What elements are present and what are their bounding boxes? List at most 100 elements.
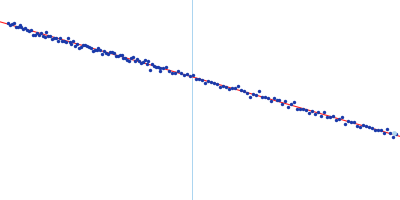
Point (145, 60, 152, 63)
Point (285, 105, 292, 109)
Point (315, 111, 322, 114)
Point (7, 23, 13, 27)
Point (366, 125, 372, 129)
Point (226, 87, 232, 90)
Point (105, 52, 111, 56)
Point (363, 125, 369, 128)
Point (120, 56, 127, 60)
Point (70, 40, 77, 43)
Point (132, 59, 138, 62)
Point (339, 116, 346, 119)
Point (240, 90, 247, 93)
Point (28, 29, 34, 32)
Point (116, 54, 123, 57)
Point (255, 90, 262, 93)
Point (204, 79, 211, 82)
Point (238, 89, 244, 92)
Point (151, 64, 158, 67)
Point (321, 110, 328, 113)
Point (178, 71, 184, 75)
Point (333, 119, 340, 122)
Point (327, 115, 334, 119)
Point (45, 34, 52, 38)
Point (10, 21, 17, 25)
Point (270, 96, 277, 100)
Point (232, 87, 238, 90)
Point (22, 26, 28, 30)
Point (126, 59, 132, 63)
Point (134, 58, 140, 61)
Point (309, 110, 316, 113)
Point (172, 71, 178, 74)
Point (59, 39, 65, 42)
Point (66, 40, 73, 43)
Point (76, 46, 82, 50)
Point (169, 71, 175, 74)
Point (222, 85, 229, 89)
Point (136, 59, 142, 63)
Point (41, 36, 48, 39)
Point (184, 73, 190, 76)
Point (84, 45, 90, 48)
Point (114, 54, 121, 58)
Point (228, 87, 235, 90)
Point (378, 129, 384, 132)
Point (95, 46, 102, 50)
Point (74, 42, 80, 45)
Point (190, 74, 196, 77)
Point (147, 68, 154, 71)
Point (244, 91, 250, 94)
Point (30, 33, 36, 36)
Point (40, 34, 46, 37)
Point (351, 120, 357, 123)
Point (324, 115, 330, 119)
Point (143, 62, 150, 65)
Point (210, 81, 217, 85)
Point (282, 99, 289, 103)
Point (62, 40, 69, 43)
Point (381, 131, 387, 135)
Point (140, 60, 146, 64)
Point (49, 38, 56, 41)
Point (20, 28, 26, 31)
Point (384, 128, 390, 131)
Point (336, 117, 342, 120)
Point (258, 95, 265, 99)
Point (32, 33, 38, 37)
Point (387, 131, 393, 134)
Point (86, 46, 92, 49)
Point (130, 56, 136, 59)
Point (64, 36, 71, 39)
Point (297, 107, 304, 110)
Point (153, 65, 159, 69)
Point (47, 35, 54, 38)
Point (181, 74, 187, 77)
Point (360, 123, 366, 126)
Point (261, 95, 268, 99)
Point (36, 33, 42, 36)
Point (78, 46, 84, 49)
Point (234, 85, 241, 88)
Point (318, 114, 324, 117)
Point (109, 50, 115, 54)
Point (160, 66, 166, 69)
Point (107, 51, 113, 54)
Point (354, 125, 360, 128)
Point (118, 53, 125, 56)
Point (199, 79, 205, 82)
Point (138, 62, 144, 65)
Point (279, 103, 286, 106)
Point (97, 48, 104, 52)
Point (157, 70, 163, 73)
Point (101, 49, 108, 53)
Point (55, 39, 61, 42)
Point (306, 112, 312, 115)
Point (88, 47, 94, 50)
Point (99, 53, 106, 56)
Point (122, 56, 128, 60)
Point (128, 56, 134, 59)
Point (288, 103, 295, 106)
Point (18, 25, 25, 28)
Point (149, 62, 156, 66)
Point (24, 29, 30, 32)
